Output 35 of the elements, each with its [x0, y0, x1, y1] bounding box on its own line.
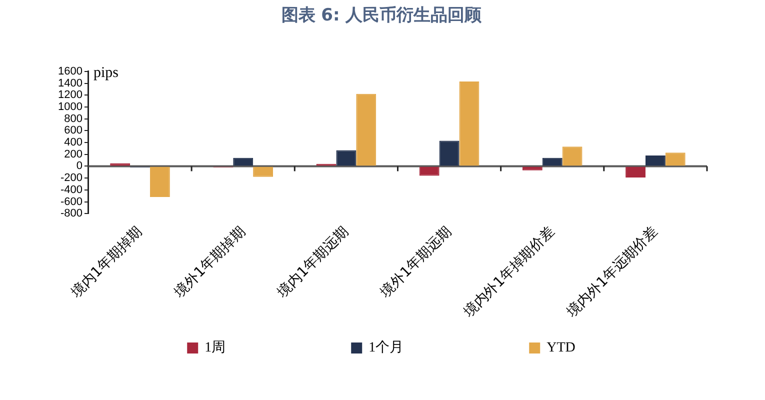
y-tick-label: 0 — [76, 160, 82, 172]
legend-label: 1个月 — [368, 340, 404, 356]
x-tick-label: 境外1年期远期 — [376, 224, 455, 302]
x-tick-label: 境内1年期远期 — [274, 224, 352, 302]
chart-title: 图表 6: 人民币衍生品回顾 — [281, 6, 483, 26]
bar — [626, 166, 646, 178]
y-tick-label: -800 — [60, 208, 82, 220]
y-tick-label: 1600 — [58, 65, 82, 78]
y-tick-label: -400 — [60, 184, 82, 196]
bar — [356, 94, 376, 166]
bar — [150, 166, 170, 198]
y-tick-label: 1400 — [58, 77, 82, 90]
y-axis-title: pips — [93, 64, 119, 81]
y-tick-label: -200 — [60, 172, 82, 184]
bar — [253, 166, 273, 177]
y-tick-label: 1000 — [58, 100, 82, 113]
y-tick-label: 200 — [64, 148, 82, 160]
bar — [419, 166, 440, 176]
bar — [233, 158, 254, 166]
bar — [542, 158, 562, 166]
y-tick-label: 800 — [64, 112, 82, 125]
bar — [645, 156, 666, 166]
legend-label: YTD — [546, 340, 576, 356]
x-tick-label: 境内1年期掉期 — [68, 224, 146, 302]
bar — [439, 140, 460, 166]
legend-label: 1周 — [204, 340, 226, 356]
bar — [522, 166, 542, 170]
y-tick-label: -600 — [60, 196, 82, 208]
bar — [459, 81, 480, 166]
y-tick-label: 600 — [64, 124, 82, 137]
y-tick-label: 1200 — [58, 89, 82, 102]
y-tick-label: 400 — [64, 136, 82, 149]
x-tick-label: 境外1年期掉期 — [170, 224, 249, 302]
x-tick-label: 境内外1年远期价差 — [563, 224, 661, 322]
x-tick-label: 境内外1年掉期价差 — [460, 224, 558, 322]
